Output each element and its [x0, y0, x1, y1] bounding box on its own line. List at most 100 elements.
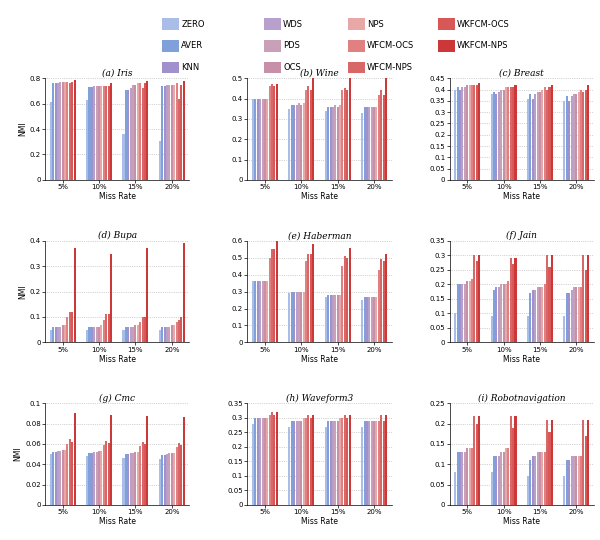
- Bar: [529, 293, 532, 342]
- Bar: [166, 327, 168, 342]
- Bar: [498, 92, 500, 180]
- Bar: [110, 83, 112, 180]
- Bar: [551, 85, 553, 180]
- Bar: [500, 452, 502, 505]
- Bar: [527, 316, 529, 342]
- Bar: [461, 285, 463, 342]
- Bar: [469, 281, 470, 342]
- Bar: [274, 86, 275, 180]
- Bar: [498, 287, 500, 342]
- Bar: [142, 317, 143, 342]
- Bar: [52, 327, 54, 342]
- Bar: [534, 94, 536, 180]
- Bar: [57, 83, 59, 180]
- Bar: [55, 327, 56, 342]
- Bar: [469, 448, 470, 505]
- Bar: [385, 254, 387, 342]
- Bar: [383, 261, 385, 342]
- Bar: [169, 85, 170, 180]
- Bar: [86, 330, 88, 342]
- Bar: [380, 259, 382, 342]
- Bar: [91, 453, 93, 505]
- Bar: [300, 292, 302, 342]
- Bar: [74, 414, 76, 505]
- Bar: [368, 107, 370, 180]
- Bar: [507, 281, 509, 342]
- Bar: [496, 456, 497, 505]
- Bar: [312, 244, 314, 342]
- Bar: [74, 248, 76, 342]
- Bar: [166, 454, 168, 505]
- Bar: [473, 255, 475, 342]
- Bar: [346, 91, 348, 180]
- Bar: [59, 451, 61, 505]
- Bar: [587, 85, 589, 180]
- Bar: [176, 447, 178, 505]
- Bar: [573, 287, 575, 342]
- Bar: [527, 99, 529, 180]
- Bar: [55, 83, 56, 180]
- Bar: [105, 314, 107, 342]
- Text: WFCM-NPS: WFCM-NPS: [367, 63, 413, 72]
- Bar: [296, 292, 298, 342]
- Bar: [546, 90, 548, 180]
- Bar: [266, 418, 268, 505]
- Bar: [69, 312, 71, 342]
- Bar: [551, 420, 553, 505]
- Bar: [144, 444, 146, 505]
- Bar: [341, 418, 343, 505]
- Bar: [289, 427, 290, 505]
- Bar: [107, 314, 110, 342]
- Bar: [329, 421, 332, 505]
- Bar: [139, 446, 141, 505]
- Bar: [293, 421, 295, 505]
- Bar: [132, 85, 134, 180]
- Title: (a) Iris: (a) Iris: [102, 69, 133, 78]
- X-axis label: Miss Rate: Miss Rate: [503, 192, 540, 201]
- Bar: [298, 421, 300, 505]
- Bar: [568, 460, 570, 505]
- Bar: [366, 296, 368, 342]
- Bar: [252, 99, 254, 180]
- Bar: [159, 330, 161, 342]
- Bar: [182, 244, 185, 342]
- Bar: [585, 436, 587, 505]
- Bar: [274, 415, 275, 505]
- Bar: [507, 87, 509, 180]
- Bar: [130, 453, 132, 505]
- Bar: [536, 452, 539, 505]
- Bar: [93, 327, 95, 342]
- Bar: [507, 448, 509, 505]
- Bar: [461, 87, 463, 180]
- Bar: [300, 105, 302, 180]
- Bar: [269, 258, 271, 342]
- X-axis label: Miss Rate: Miss Rate: [503, 517, 540, 526]
- Bar: [329, 107, 332, 180]
- Bar: [171, 325, 173, 342]
- Bar: [339, 105, 341, 180]
- Bar: [337, 107, 339, 180]
- Bar: [514, 415, 517, 505]
- Bar: [182, 416, 185, 505]
- Bar: [98, 327, 100, 342]
- Text: PDS: PDS: [283, 42, 300, 50]
- Bar: [563, 101, 565, 180]
- Bar: [95, 327, 98, 342]
- Bar: [327, 421, 329, 505]
- Bar: [344, 89, 346, 180]
- Bar: [376, 421, 377, 505]
- Bar: [88, 327, 91, 342]
- Bar: [337, 295, 339, 342]
- Bar: [580, 456, 582, 505]
- Bar: [512, 264, 514, 342]
- Bar: [337, 421, 339, 505]
- Bar: [546, 420, 548, 505]
- Text: KNN: KNN: [181, 63, 199, 72]
- Bar: [50, 330, 52, 342]
- Bar: [366, 421, 368, 505]
- Bar: [332, 295, 334, 342]
- Bar: [264, 418, 266, 505]
- Bar: [541, 287, 544, 342]
- Bar: [509, 415, 512, 505]
- Bar: [100, 86, 103, 180]
